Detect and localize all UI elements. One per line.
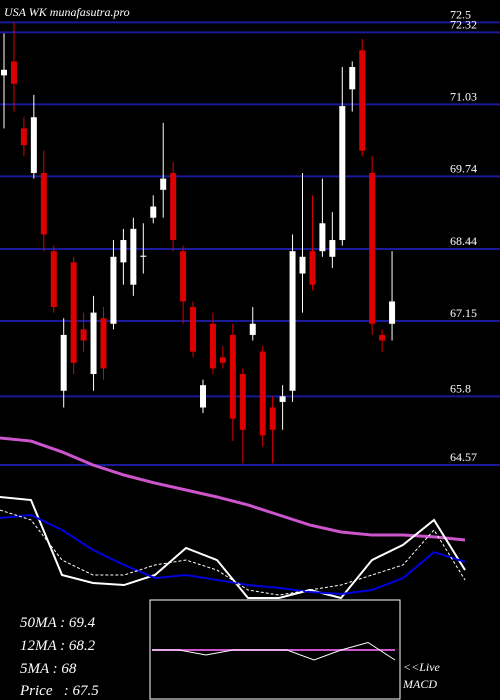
candle-body: [309, 251, 316, 285]
indicator-line: [0, 436, 466, 542]
candle-body: [329, 240, 336, 257]
ma-label: 50MA : 69.4: [20, 615, 96, 631]
candle-body: [50, 251, 57, 308]
y-tick-label: 72.32: [450, 17, 477, 31]
candle-body: [160, 178, 167, 190]
candle-body: [30, 117, 37, 174]
y-tick-label: 64.57: [450, 450, 477, 464]
candle-body: [359, 50, 366, 151]
candle-body: [110, 256, 117, 324]
y-tick-label: 69.74: [450, 161, 477, 175]
candle-body: [190, 307, 197, 352]
candle-body: [120, 240, 127, 263]
candle-body: [249, 323, 256, 335]
indicator-line: [0, 495, 466, 600]
candle-body: [130, 228, 137, 285]
candle-body: [200, 385, 206, 408]
candle-body: [229, 334, 236, 419]
candle-body: [10, 61, 17, 84]
candle-body: [279, 396, 286, 402]
candle-body: [349, 66, 356, 90]
indicator-line: [152, 641, 396, 661]
candle-body: [289, 251, 296, 391]
y-tick-label: 68.44: [450, 234, 477, 248]
candle-body: [170, 173, 177, 241]
candle-body: [379, 334, 386, 341]
candle-body: [299, 256, 306, 274]
candle-body: [1, 69, 7, 76]
candle-body: [70, 262, 77, 363]
candle-body: [150, 206, 157, 218]
candle-body: [259, 351, 266, 436]
ma-label: 5MA : 68: [20, 661, 77, 677]
candle-body: [180, 251, 187, 302]
candle-body: [389, 301, 396, 324]
site-title: USA WK munafasutra.pro: [4, 5, 130, 19]
macd-label: MACD: [402, 677, 437, 691]
candle-body: [140, 255, 147, 257]
candle-body: [219, 357, 226, 363]
candle-body: [100, 318, 107, 369]
indicator-line: [0, 513, 466, 596]
indicator-line: [0, 509, 466, 596]
y-tick-label: 72.5: [450, 7, 471, 21]
ma-label: Price : 67.5: [19, 683, 99, 699]
candle-body: [40, 173, 47, 235]
macd-label: <<Live: [403, 660, 441, 674]
candle-body: [269, 407, 276, 430]
ma-label: 12MA : 68.2: [20, 638, 96, 654]
candle-body: [90, 312, 97, 375]
y-tick-label: 65.8: [450, 381, 471, 395]
candle-body: [209, 323, 216, 369]
candle-body: [20, 128, 27, 146]
candle-body: [339, 106, 346, 241]
candle-body: [239, 374, 246, 430]
candle-body: [60, 334, 67, 391]
candle-body: [319, 223, 326, 252]
candle-body: [80, 329, 87, 341]
candle-body: [369, 173, 376, 324]
y-tick-label: 67.15: [450, 306, 477, 320]
y-tick-label: 71.03: [450, 89, 477, 103]
